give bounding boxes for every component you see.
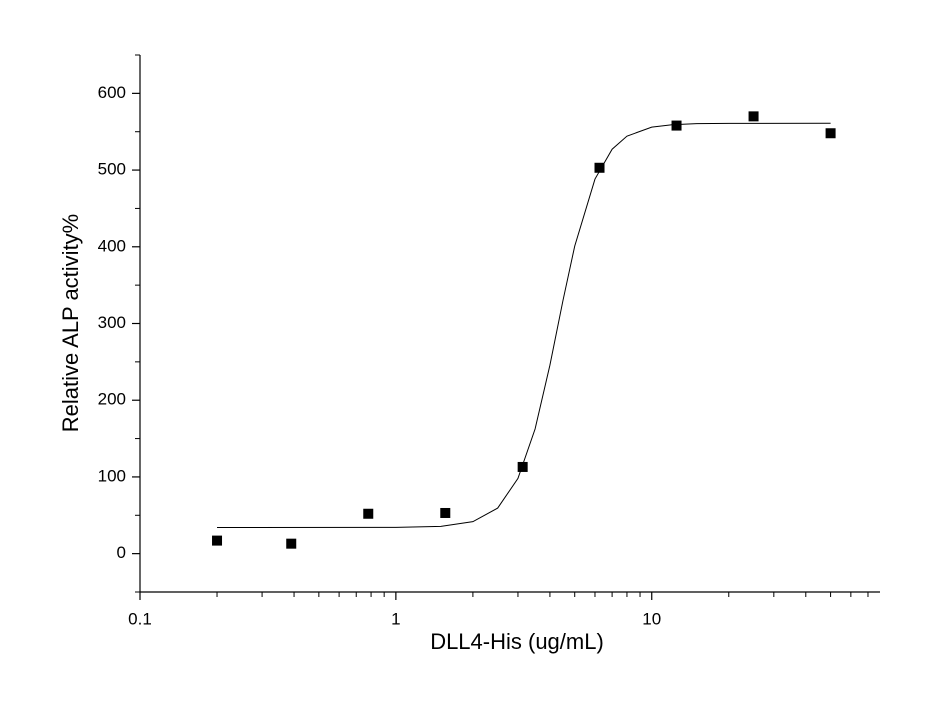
x-tick-label: 10 — [642, 609, 661, 628]
data-point — [671, 120, 682, 131]
data-point — [212, 535, 223, 546]
y-tick-label: 400 — [98, 236, 126, 255]
data-point — [748, 111, 759, 122]
y-tick-label: 0 — [117, 543, 126, 562]
y-tick-label: 300 — [98, 313, 126, 332]
data-point — [825, 128, 836, 139]
x-tick-label: 1 — [391, 609, 400, 628]
y-tick-label: 600 — [98, 83, 126, 102]
fit-curve — [217, 122, 831, 529]
data-point — [440, 507, 451, 518]
y-axis-label: Relative ALP activity% — [58, 214, 83, 432]
y-tick-label: 200 — [98, 390, 126, 409]
y-tick-label: 100 — [98, 466, 126, 485]
data-point — [363, 508, 374, 519]
data-point — [286, 538, 297, 549]
x-tick-label: 0.1 — [128, 609, 152, 628]
data-point — [517, 461, 528, 472]
x-axis-label: DLL4-His (ug/mL) — [430, 629, 604, 654]
y-tick-label: 500 — [98, 160, 126, 179]
data-point — [594, 162, 605, 173]
